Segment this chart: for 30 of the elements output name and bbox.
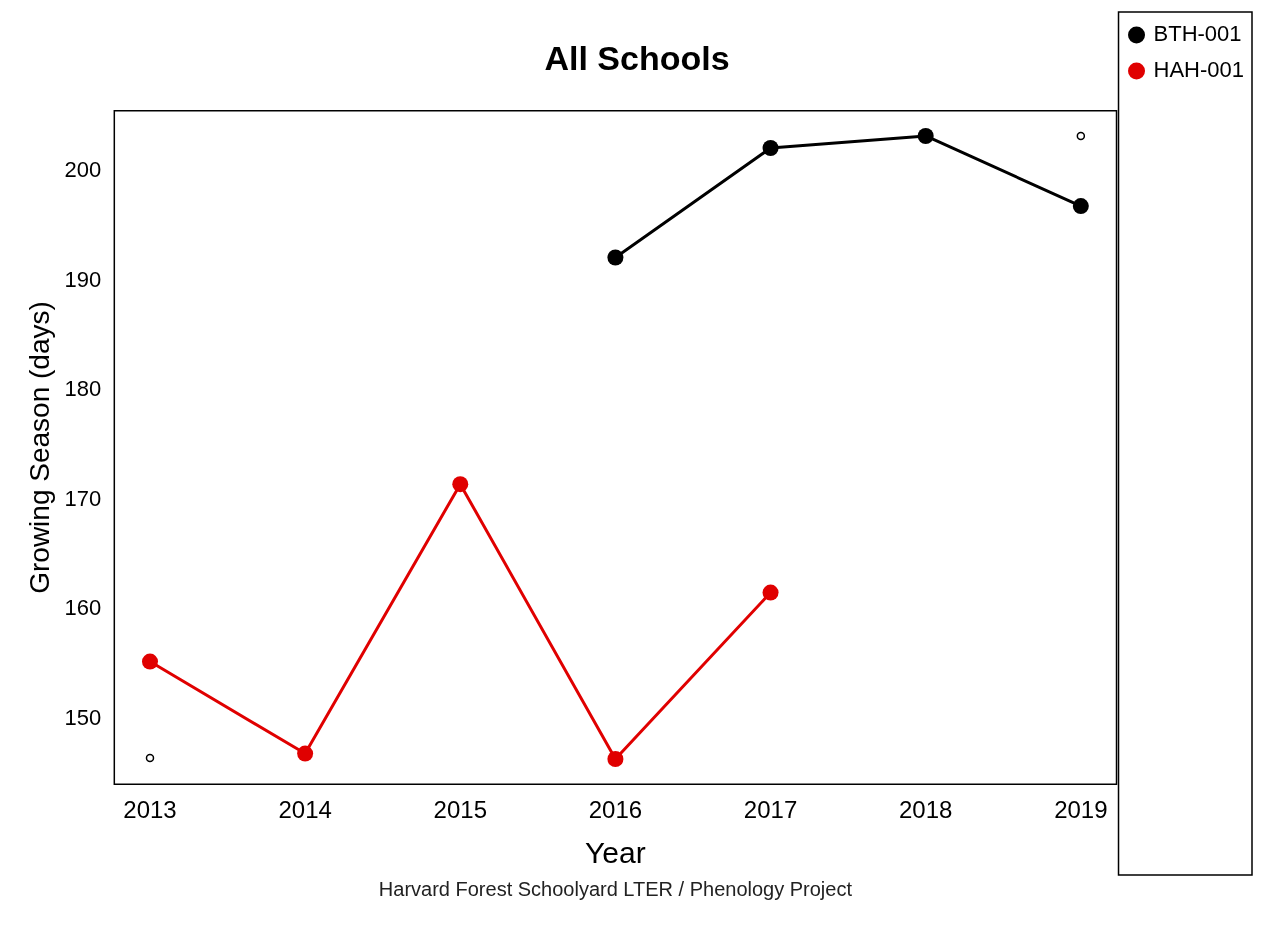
point	[607, 751, 624, 768]
point	[145, 753, 155, 763]
chart-title: All Schools	[544, 38, 730, 77]
y-tick-label: 160	[64, 595, 102, 621]
x-tick-label: 2014	[278, 796, 332, 824]
x-tick-label: 2016	[588, 796, 643, 824]
x-tick-label: 2013	[123, 796, 177, 824]
point	[1072, 198, 1089, 215]
y-tick-label: 180	[64, 376, 102, 402]
x-tick-label: 2019	[1054, 796, 1108, 824]
x-tick-label: 2018	[899, 796, 953, 824]
y-axis-title: Growing Season (days)	[23, 301, 55, 594]
x-axis-title: Year	[585, 836, 646, 870]
point	[917, 127, 934, 144]
point	[607, 249, 624, 266]
point	[762, 584, 779, 601]
y-tick-label: 190	[64, 266, 102, 292]
x-tick-label: 2015	[433, 796, 487, 824]
point	[762, 140, 779, 157]
point	[297, 745, 314, 762]
text: Harvard Forest Schoolyard LTER / Phenology Project	[378, 878, 853, 900]
point	[141, 653, 158, 670]
y-tick-label: 200	[64, 157, 102, 183]
y-tick-label: 150	[64, 704, 102, 730]
legend-label: BTH-001	[1153, 21, 1242, 47]
legend-label: HAH-001	[1153, 57, 1244, 83]
point	[1076, 131, 1086, 141]
y-tick-label: 170	[64, 485, 102, 511]
point	[452, 476, 469, 493]
x-tick-label: 2017	[743, 796, 798, 824]
